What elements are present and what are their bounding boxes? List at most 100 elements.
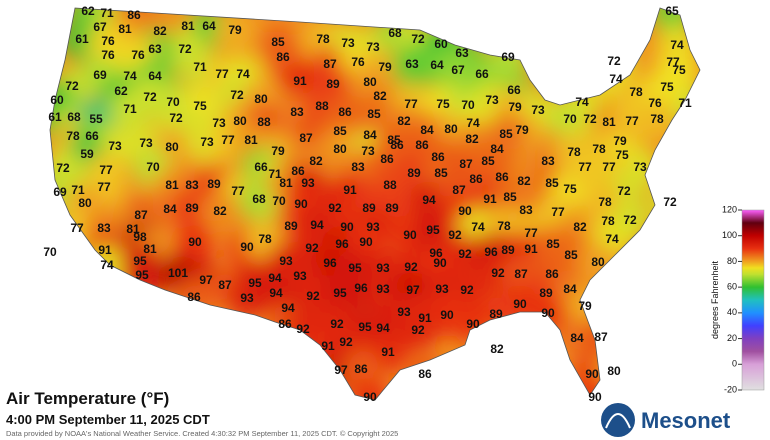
station-temperature: 93: [376, 282, 390, 296]
colorbar-tick-label: -20: [724, 384, 737, 394]
station-temperature: 78: [258, 232, 272, 246]
station-temperature: 88: [315, 99, 329, 113]
station-temperature: 90: [466, 317, 480, 331]
station-temperature: 72: [56, 161, 70, 175]
station-temperature: 77: [231, 184, 245, 198]
station-temperature: 74: [670, 38, 684, 52]
station-temperature: 72: [143, 90, 157, 104]
station-temperature: 85: [499, 127, 513, 141]
station-temperature: 87: [459, 157, 473, 171]
station-temperature: 94: [268, 271, 282, 285]
station-temperature: 89: [539, 286, 553, 300]
station-temperature: 89: [362, 201, 376, 215]
station-temperature: 90: [513, 297, 527, 311]
station-temperature: 75: [615, 148, 629, 162]
station-temperature: 55: [89, 112, 103, 126]
station-temperature: 74: [236, 67, 250, 81]
subtitle: 4:00 PM September 11, 2025 CDT: [6, 412, 210, 427]
station-temperature: 80: [363, 75, 377, 89]
station-temperature: 77: [551, 205, 565, 219]
station-temperature: 73: [108, 139, 122, 153]
station-temperature: 85: [546, 237, 560, 251]
station-temperature: 63: [455, 46, 469, 60]
station-temperature: 90: [541, 306, 555, 320]
station-temperature: 80: [607, 364, 621, 378]
station-temperature: 84: [563, 282, 577, 296]
logo-icon: [601, 403, 635, 437]
station-temperature: 83: [519, 203, 533, 217]
station-temperature: 81: [143, 242, 157, 256]
station-temperature: 92: [460, 283, 474, 297]
station-temperature: 86: [278, 317, 292, 331]
station-temperature: 80: [444, 122, 458, 136]
station-temperature: 60: [434, 37, 448, 51]
station-temperature: 81: [181, 19, 195, 33]
station-temperature: 92: [491, 266, 505, 280]
station-temperature: 72: [65, 79, 79, 93]
station-temperature: 73: [212, 116, 226, 130]
station-temperature: 81: [602, 115, 616, 129]
station-temperature: 78: [66, 129, 80, 143]
station-temperature: 78: [598, 195, 612, 209]
station-temperature: 82: [397, 114, 411, 128]
station-temperature: 75: [563, 182, 577, 196]
station-temperature: 86: [127, 8, 141, 22]
station-temperature: 92: [330, 317, 344, 331]
station-temperature: 69: [53, 185, 67, 199]
station-temperature: 95: [348, 261, 362, 275]
station-temperature: 95: [135, 268, 149, 282]
station-temperature: 78: [650, 112, 664, 126]
station-temperature: 89: [489, 307, 503, 321]
station-temperature: 87: [299, 131, 313, 145]
station-temperature: 85: [564, 248, 578, 262]
station-temperature: 62: [81, 4, 95, 18]
station-temperature: 75: [660, 80, 674, 94]
temperature-blob: [320, 274, 360, 314]
station-temperature: 79: [578, 299, 592, 313]
station-temperature: 72: [617, 184, 631, 198]
station-temperature: 95: [248, 276, 262, 290]
station-temperature: 92: [296, 322, 310, 336]
station-temperature: 92: [448, 228, 462, 242]
station-temperature: 77: [404, 97, 418, 111]
station-temperature: 71: [268, 167, 282, 181]
station-temperature: 71: [123, 102, 137, 116]
station-temperature: 78: [592, 142, 606, 156]
colorbar-tick-label: 80: [727, 256, 737, 266]
station-temperature: 97: [199, 273, 213, 287]
temperature-blob: [350, 378, 390, 400]
station-temperature: 64: [202, 19, 216, 33]
station-temperature: 94: [281, 301, 295, 315]
station-temperature: 72: [623, 213, 637, 227]
station-temperature: 92: [339, 335, 353, 349]
station-temperature: 93: [279, 254, 293, 268]
station-temperature: 73: [633, 160, 647, 174]
station-temperature: 95: [426, 223, 440, 237]
station-temperature: 91: [524, 242, 538, 256]
station-temperature: 95: [358, 320, 372, 334]
station-temperature: 87: [594, 330, 608, 344]
station-temperature: 67: [93, 20, 107, 34]
station-temperature: 62: [114, 84, 128, 98]
station-temperature: 74: [605, 232, 619, 246]
station-temperature: 80: [165, 140, 179, 154]
station-temperature: 84: [490, 142, 504, 156]
station-temperature: 80: [591, 255, 605, 269]
station-temperature: 91: [98, 243, 112, 257]
station-temperature: 77: [666, 55, 680, 69]
station-temperature: 71: [71, 183, 85, 197]
station-temperature: 93: [376, 261, 390, 275]
station-temperature: 61: [75, 32, 89, 46]
station-temperature: 78: [567, 145, 581, 159]
station-temperature: 83: [97, 221, 111, 235]
station-temperature: 73: [531, 103, 545, 117]
station-temperature: 97: [406, 283, 420, 297]
station-temperature: 90: [440, 308, 454, 322]
station-temperature: 88: [383, 178, 397, 192]
station-temperature: 86: [291, 164, 305, 178]
station-temperature: 70: [272, 194, 286, 208]
station-temperature: 77: [70, 221, 84, 235]
station-temperature: 93: [435, 282, 449, 296]
